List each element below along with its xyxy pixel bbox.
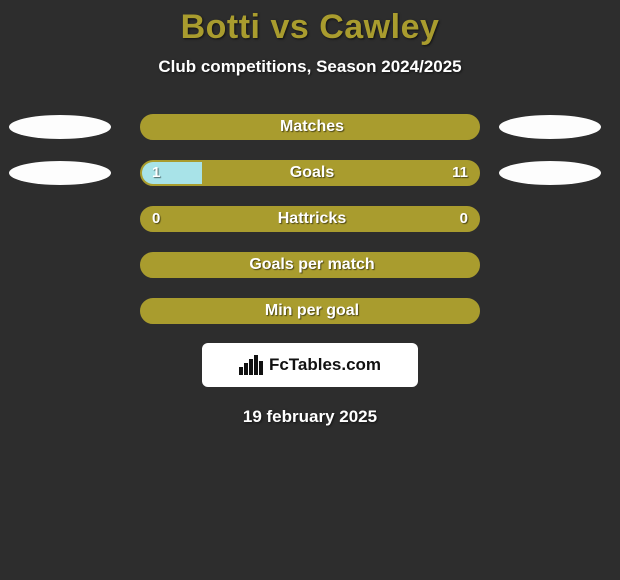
stat-row-goals-per-match: Goals per match <box>0 251 620 279</box>
stat-bar-seg-right <box>310 208 478 230</box>
stats-area: Matches 1 Goals 11 0 Hattricks <box>0 113 620 325</box>
stat-bar-matches: Matches <box>140 114 480 140</box>
page-subtitle: Club competitions, Season 2024/2025 <box>0 57 620 77</box>
stat-bar-goals-per-match: Goals per match <box>140 252 480 278</box>
player-ellipse-right <box>499 115 601 139</box>
stat-bar-seg-right <box>310 300 478 322</box>
bar-chart-icon <box>239 355 263 375</box>
stat-bar-seg-left <box>142 116 310 138</box>
stat-bar-seg-right <box>310 254 478 276</box>
logo-box: FcTables.com <box>202 343 418 387</box>
player-ellipse-left <box>9 161 111 185</box>
stat-bar-seg-left <box>142 208 310 230</box>
stat-row-hattricks: 0 Hattricks 0 <box>0 205 620 233</box>
stat-bar-seg-right <box>310 116 478 138</box>
stat-bar-seg-left <box>142 254 310 276</box>
stat-bar-min-per-goal: Min per goal <box>140 298 480 324</box>
stat-row-min-per-goal: Min per goal <box>0 297 620 325</box>
stat-row-matches: Matches <box>0 113 620 141</box>
player-ellipse-left <box>9 115 111 139</box>
page-root: Botti vs Cawley Club competitions, Seaso… <box>0 0 620 580</box>
stat-bar-seg-left <box>142 162 202 184</box>
stat-row-goals: 1 Goals 11 <box>0 159 620 187</box>
date-label: 19 february 2025 <box>0 407 620 427</box>
stat-bar-seg-right <box>202 162 478 184</box>
player-ellipse-right <box>499 161 601 185</box>
page-title: Botti vs Cawley <box>0 0 620 47</box>
stat-bar-hattricks: 0 Hattricks 0 <box>140 206 480 232</box>
stat-bar-seg-left <box>142 300 310 322</box>
stat-bar-goals: 1 Goals 11 <box>140 160 480 186</box>
logo-text: FcTables.com <box>269 355 381 375</box>
